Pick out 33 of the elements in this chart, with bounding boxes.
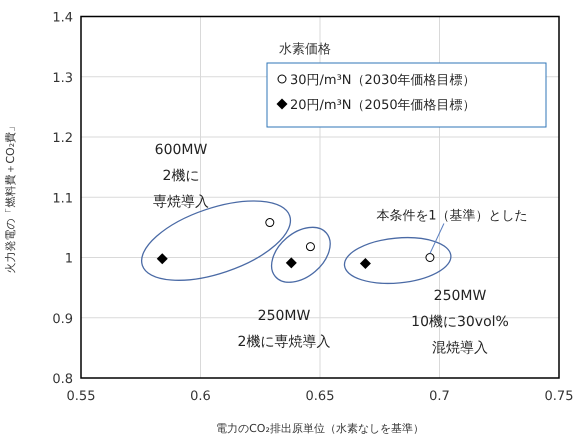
y-axis-title: 火力発電の「燃料費＋CO₂費」 [4,120,17,274]
y-tick-label: 1.4 [52,10,73,26]
annotation: 混焼導入 [432,340,488,356]
annotation: 2機に [162,168,200,184]
point [306,242,315,252]
x-tick-label: 0.7 [429,389,450,404]
legend-title: 水素価格 [279,42,331,57]
annotation: 10機に30vol% [411,314,509,330]
annotation: 250MW [434,288,486,304]
point [156,253,168,264]
y-tick-label: 0.8 [52,372,73,387]
point [425,253,434,262]
legend-label: 20円/m³N（2050年価格目標） [290,98,476,113]
x-tick-label: 0.65 [306,389,334,404]
x-tick-label: 0.6 [190,389,211,404]
annotation: 本条件を1（基準）とした [376,208,528,254]
annotation: 2機に専焼導入 [238,334,330,350]
x-tick-label: 0.55 [66,389,96,404]
x-tick-label: 0.75 [544,389,574,404]
y-tick-label: 1 [64,252,73,266]
point [286,257,297,268]
y-tick-label: 0.9 [52,312,73,327]
annotation: 250MW [258,308,310,324]
point [360,258,371,270]
y-tick-label: 1.1 [52,191,73,206]
legend-label: 30円/m³N（2030年価格目標） [290,73,476,88]
x-axis-title: 電力のCO₂排出原単位（水素なしを基準） [216,422,424,435]
annotation: 専焼導入 [153,194,209,210]
point [265,218,274,228]
annotation: 本条件を1（基準）とした [376,208,528,224]
annotation: 600MW [154,142,208,158]
y-tick-label: 1.3 [52,70,73,86]
y-tick-label: 1.2 [52,131,73,146]
